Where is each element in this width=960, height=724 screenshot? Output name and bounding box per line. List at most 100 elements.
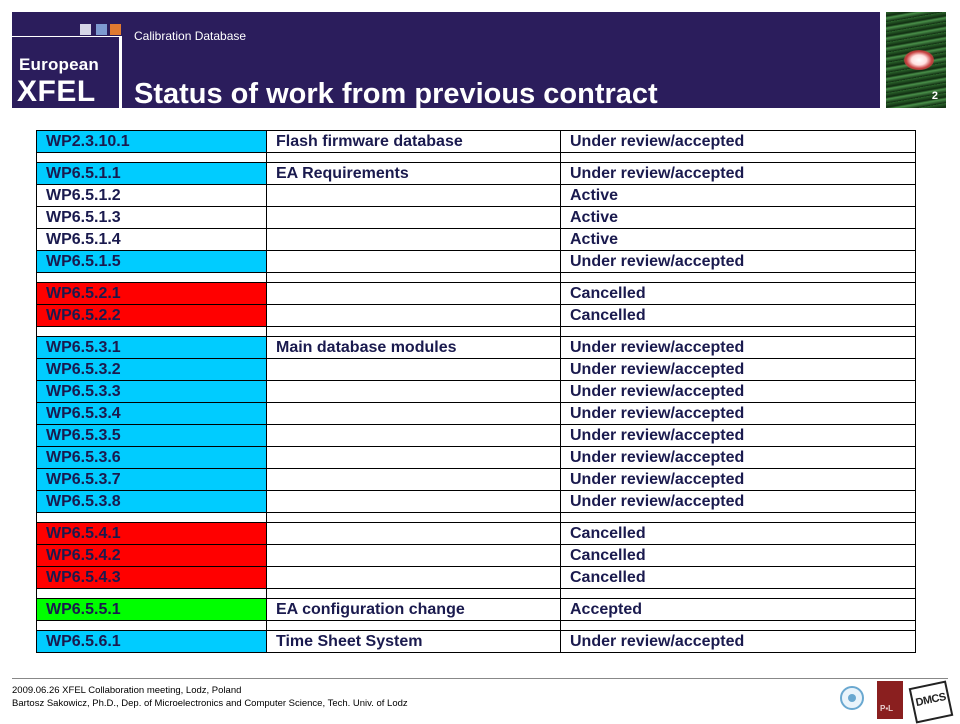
logo-square bbox=[80, 24, 91, 35]
logo-text-xfel: XFEL bbox=[17, 75, 96, 108]
dmcs-logo-icon: DMCS bbox=[908, 680, 954, 724]
description-cell bbox=[266, 184, 561, 207]
status-cell: Active bbox=[560, 228, 916, 251]
table-row: WP6.5.4.2 Cancelled bbox=[36, 544, 916, 567]
work-package-cell: WP6.5.3.6 bbox=[36, 446, 267, 469]
header-subtitle: Calibration Database bbox=[134, 29, 247, 43]
table-row: WP6.5.3.8 Under review/accepted bbox=[36, 490, 916, 513]
description-cell bbox=[266, 544, 561, 567]
description-cell: EA Requirements bbox=[266, 162, 561, 185]
table-row: WP2.3.10.1 Flash firmware database Under r… bbox=[36, 130, 916, 153]
status-cell: Cancelled bbox=[560, 304, 916, 327]
header-photo: 2 bbox=[886, 12, 946, 108]
table-spacer-row bbox=[36, 272, 916, 283]
work-package-cell: WP6.5.3.8 bbox=[36, 490, 267, 513]
table-row: WP6.5.3.2 Under review/accepted bbox=[36, 358, 916, 381]
spacer-cell bbox=[560, 620, 916, 631]
table-row: WP6.5.5.1 EA configuration change Accepted bbox=[36, 598, 916, 621]
spacer-cell bbox=[266, 588, 561, 599]
footer-line-2: Bartosz Sakowicz, Ph.D., Dep. of Microel… bbox=[12, 698, 408, 709]
table-row: WP6.5.3.6 Under review/accepted bbox=[36, 446, 916, 469]
table-row: WP6.5.3.1 Main database modules Under revi… bbox=[36, 336, 916, 359]
status-cell: Under review/accepted bbox=[560, 424, 916, 447]
spacer-cell bbox=[36, 620, 267, 631]
status-cell: Under review/accepted bbox=[560, 446, 916, 469]
work-package-cell: WP6.5.4.2 bbox=[36, 544, 267, 567]
work-package-cell: WP6.5.3.5 bbox=[36, 424, 267, 447]
status-cell: Under review/accepted bbox=[560, 162, 916, 185]
description-cell bbox=[266, 206, 561, 229]
spacer-cell bbox=[36, 512, 267, 523]
work-package-cell: WP6.5.1.3 bbox=[36, 206, 267, 229]
status-cell: Cancelled bbox=[560, 544, 916, 567]
description-cell bbox=[266, 228, 561, 251]
table-row: WP6.5.4.1 Cancelled bbox=[36, 522, 916, 545]
status-cell: Under review/accepted bbox=[560, 380, 916, 403]
work-package-cell: WP6.5.4.3 bbox=[36, 566, 267, 589]
work-package-cell: WP6.5.1.4 bbox=[36, 228, 267, 251]
spacer-cell bbox=[560, 326, 916, 337]
status-cell: Under review/accepted bbox=[560, 630, 916, 653]
status-cell: Active bbox=[560, 206, 916, 229]
description-cell bbox=[266, 402, 561, 425]
work-package-cell: WP6.5.5.1 bbox=[36, 598, 267, 621]
work-package-cell: WP6.5.1.1 bbox=[36, 162, 267, 185]
spacer-cell bbox=[560, 152, 916, 163]
work-package-cell: WP6.5.1.2 bbox=[36, 184, 267, 207]
spacer-cell bbox=[36, 326, 267, 337]
description-cell bbox=[266, 380, 561, 403]
table-spacer-row bbox=[36, 152, 916, 163]
xfel-logo: European XFEL bbox=[12, 36, 119, 109]
footer-line-1: 2009.06.26 XFEL Collaboration meeting, L… bbox=[12, 685, 242, 696]
table-row: WP6.5.1.5 Under review/accepted bbox=[36, 250, 916, 273]
description-cell bbox=[266, 566, 561, 589]
table-row: WP6.5.3.4 Under review/accepted bbox=[36, 402, 916, 425]
work-package-cell: WP6.5.3.4 bbox=[36, 402, 267, 425]
spacer-cell bbox=[266, 272, 561, 283]
status-cell: Under review/accepted bbox=[560, 402, 916, 425]
slide-number: 2 bbox=[931, 90, 938, 102]
footer-divider bbox=[12, 678, 948, 679]
description-cell bbox=[266, 250, 561, 273]
photo-glow bbox=[904, 50, 934, 70]
status-cell: Accepted bbox=[560, 598, 916, 621]
description-cell bbox=[266, 468, 561, 491]
status-cell: Under review/accepted bbox=[560, 336, 916, 359]
status-cell: Cancelled bbox=[560, 282, 916, 305]
description-cell: Flash firmware database bbox=[266, 130, 561, 153]
work-package-cell: WP6.5.2.1 bbox=[36, 282, 267, 305]
work-package-cell: WP6.5.3.3 bbox=[36, 380, 267, 403]
description-cell: Time Sheet System bbox=[266, 630, 561, 653]
spacer-cell bbox=[36, 588, 267, 599]
description-cell bbox=[266, 282, 561, 305]
table-row: WP6.5.1.3 Active bbox=[36, 206, 916, 229]
spacer-cell bbox=[266, 512, 561, 523]
description-cell bbox=[266, 446, 561, 469]
description-cell bbox=[266, 490, 561, 513]
spacer-cell bbox=[560, 588, 916, 599]
table-row: WP6.5.4.3 Cancelled bbox=[36, 566, 916, 589]
table-row: WP6.5.3.3 Under review/accepted bbox=[36, 380, 916, 403]
work-package-cell: WP6.5.3.7 bbox=[36, 468, 267, 491]
page-title: Status of work from previous contract bbox=[134, 78, 658, 110]
table-row: WP6.5.2.1 Cancelled bbox=[36, 282, 916, 305]
description-cell bbox=[266, 424, 561, 447]
status-cell: Active bbox=[560, 184, 916, 207]
table-row: WP6.5.1.1 EA Requirements Under review/acc… bbox=[36, 162, 916, 185]
status-cell: Under review/accepted bbox=[560, 468, 916, 491]
work-package-cell: WP6.5.6.1 bbox=[36, 630, 267, 653]
work-package-cell: WP6.5.2.2 bbox=[36, 304, 267, 327]
description-cell bbox=[266, 304, 561, 327]
table-row: WP6.5.3.5 Under review/accepted bbox=[36, 424, 916, 447]
table-spacer-row bbox=[36, 588, 916, 599]
table-row: WP6.5.2.2 Cancelled bbox=[36, 304, 916, 327]
slide-header: European XFEL Calibration Database Statu… bbox=[12, 12, 880, 110]
status-cell: Cancelled bbox=[560, 522, 916, 545]
pl-logo-text: P▪L bbox=[880, 704, 894, 713]
logo-square bbox=[110, 24, 121, 35]
status-cell: Under review/accepted bbox=[560, 130, 916, 153]
logo-text-european: European bbox=[19, 55, 100, 74]
status-cell: Under review/accepted bbox=[560, 490, 916, 513]
spacer-cell bbox=[266, 326, 561, 337]
table-row: WP6.5.3.7 Under review/accepted bbox=[36, 468, 916, 491]
